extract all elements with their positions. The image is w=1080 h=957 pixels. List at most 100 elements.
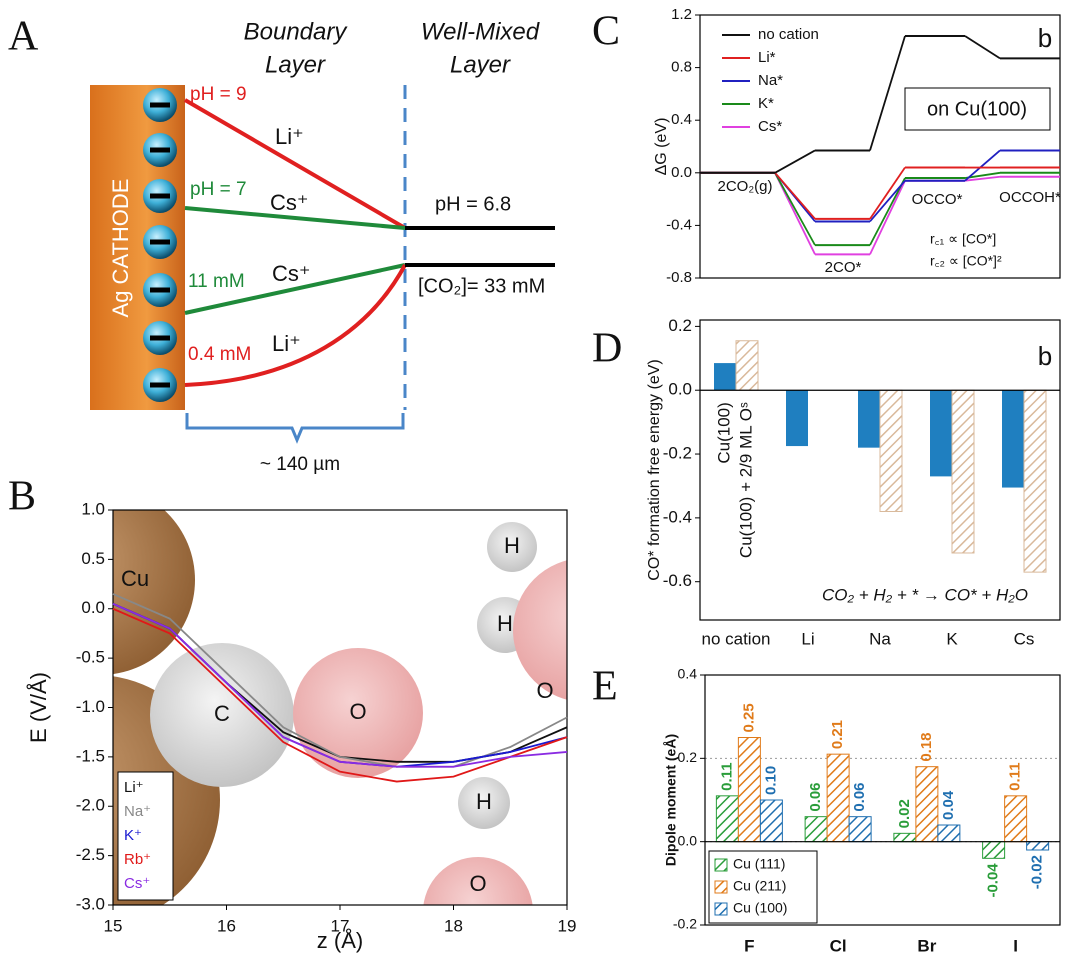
layer-title: Layer xyxy=(265,51,326,78)
bar xyxy=(1026,841,1050,851)
minus xyxy=(150,239,170,245)
y-tick-label: -0.2 xyxy=(673,916,697,932)
ion-label: Cs⁺ xyxy=(272,261,311,286)
rate-note: r꜀₁ ∝ [CO*] xyxy=(930,231,996,247)
value-label: 0.25 xyxy=(740,703,757,732)
bar xyxy=(714,363,736,391)
panel-label: E xyxy=(592,664,618,710)
atom-label: O xyxy=(536,678,553,703)
y-tick-label: 0.2 xyxy=(668,316,692,335)
atom xyxy=(487,522,537,572)
connector xyxy=(869,180,906,223)
x-tick-label: 15 xyxy=(104,916,123,935)
minus xyxy=(150,193,170,199)
legend-swatch xyxy=(714,880,728,894)
bar xyxy=(848,816,872,843)
x-tick-label: Na xyxy=(869,629,891,648)
minus xyxy=(150,287,170,293)
minus xyxy=(150,147,170,153)
surface-label: on Cu(100) xyxy=(927,98,1027,120)
x-tick-label: no cation xyxy=(702,629,771,648)
y-tick-label: -0.8 xyxy=(666,269,692,286)
connector xyxy=(774,149,816,174)
plot-frame xyxy=(704,674,1061,926)
bar xyxy=(1023,389,1047,573)
y-tick-label: 0.0 xyxy=(678,832,698,848)
co2-label: [CO₂]= 33 mM xyxy=(418,275,545,297)
connector xyxy=(869,180,906,255)
legend-label: Cs* xyxy=(758,118,782,135)
ph-profile xyxy=(184,206,406,230)
bar xyxy=(715,795,739,843)
atom-label: H xyxy=(504,533,520,558)
connector xyxy=(964,149,1001,182)
y-tick-label: 0.5 xyxy=(81,549,105,568)
ph-label: pH = 7 xyxy=(190,179,247,200)
y-tick-label: -1.0 xyxy=(76,697,105,716)
value-label: 0.04 xyxy=(940,790,957,820)
ph-label: pH = 9 xyxy=(190,84,247,105)
legend-label: Rb⁺ xyxy=(124,851,151,868)
value-label: 0.21 xyxy=(829,720,846,749)
legend-label: Cs⁺ xyxy=(124,875,150,892)
x-tick-label: Cl xyxy=(830,936,847,955)
value-label: 0.06 xyxy=(851,782,868,811)
atom-label: Cu xyxy=(121,566,149,591)
layer-title: Well-Mixed xyxy=(421,18,540,45)
y-tick-label: -2.5 xyxy=(76,845,105,864)
bar xyxy=(982,841,1006,859)
bracket xyxy=(185,413,405,444)
legend-label: Na* xyxy=(758,72,783,89)
value-label: -0.04 xyxy=(985,863,1002,898)
x-tick-label: F xyxy=(744,936,754,955)
atom-label: H xyxy=(476,789,492,814)
ion-label: Li⁺ xyxy=(275,124,304,149)
bar xyxy=(759,799,783,843)
y-tick-label: -0.4 xyxy=(663,507,692,526)
y-axis-label: E (V/Å) xyxy=(26,672,51,743)
chart-c: -0.8 -0.4 0.0 0.4 0.8 1.2 ΔG (eV) 2CO₂(g) 2CO* OC… xyxy=(653,6,1061,286)
x-tick-label: 17 xyxy=(331,916,350,935)
bar xyxy=(804,816,828,843)
thickness-label: ~ 140 µm xyxy=(260,454,340,475)
bar xyxy=(1002,390,1024,488)
ph-label: pH = 6.8 xyxy=(435,193,511,215)
y-tick-label: -0.6 xyxy=(663,571,692,590)
y-axis-label: CO* formation free energy (eV) xyxy=(646,359,663,580)
bar xyxy=(826,753,850,843)
series-line xyxy=(112,602,568,768)
y-tick-label: -2.0 xyxy=(76,796,105,815)
y-tick-label: 0.4 xyxy=(671,111,692,128)
co2-profile xyxy=(184,263,406,315)
y-tick-label: -0.4 xyxy=(666,216,692,233)
y-tick-label: 0.0 xyxy=(81,598,105,617)
bar xyxy=(937,824,961,843)
connector xyxy=(774,172,816,246)
bar xyxy=(735,340,759,391)
layer-title: Layer xyxy=(450,51,511,78)
legend-label: Li* xyxy=(758,49,776,66)
bar xyxy=(893,832,917,843)
legend-label: Li⁺ xyxy=(124,779,144,796)
x-tick-label: 19 xyxy=(558,916,577,935)
state-label: 2CO* xyxy=(825,259,862,276)
series-line xyxy=(112,607,568,783)
plot-frame xyxy=(699,14,1061,279)
connector xyxy=(964,171,1001,179)
cathode-label: Ag CATHODE xyxy=(108,179,133,318)
atom xyxy=(458,777,510,829)
ph-profile xyxy=(183,98,407,230)
series-label: Cu(100) xyxy=(714,402,733,463)
atom-label: C xyxy=(214,701,230,726)
value-label: 0.10 xyxy=(762,766,779,795)
legend-label: Cu (100) xyxy=(733,900,787,916)
panel-label: A xyxy=(8,14,39,60)
x-tick-label: I xyxy=(1013,936,1018,955)
connector xyxy=(869,167,906,220)
x-tick-label: Br xyxy=(917,936,936,955)
y-tick-label: -3.0 xyxy=(76,894,105,913)
y-tick-label: 0.0 xyxy=(671,164,692,181)
plot-frame xyxy=(699,319,1061,621)
bar xyxy=(930,390,952,477)
